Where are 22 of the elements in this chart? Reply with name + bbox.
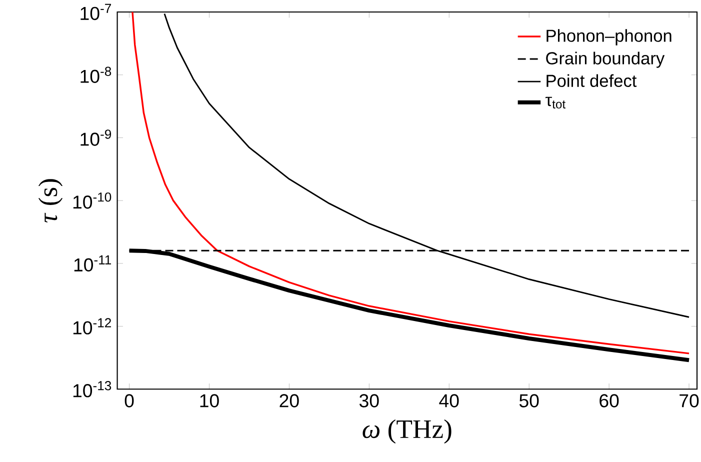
legend-label: Phonon–phonon xyxy=(546,28,672,46)
x-tick-label: 50 xyxy=(519,394,539,408)
x-tick-label: 20 xyxy=(280,394,299,408)
y-axis-title: τ (s) xyxy=(38,178,63,222)
y-tick-label: 10$^{-13}$ xyxy=(73,380,112,398)
y-tick-label: 10$^{-9}$ xyxy=(80,129,112,146)
x-tick-label: 70 xyxy=(680,394,699,408)
y-tick-label: 10$^{-10}$ xyxy=(73,192,112,208)
x-axis-title: ω (THz) xyxy=(362,419,452,444)
line-series xyxy=(132,12,690,354)
x-tick-label: 40 xyxy=(439,394,459,408)
y-tick-label: 10$^{-8}$ xyxy=(80,66,112,83)
x-tick-label: 0 xyxy=(124,394,134,408)
y-tick-label: 10$^{-12}$ xyxy=(73,318,111,334)
legend-label: τ$_{tot}$ xyxy=(545,96,566,108)
legend-label: Point defect xyxy=(546,74,637,87)
x-tick-label: 10 xyxy=(200,394,219,408)
y-tick-label: 10$^{-7}$ xyxy=(80,4,111,20)
x-tick-label: 30 xyxy=(360,394,379,408)
y-tick-label: 10$^{-11}$ xyxy=(74,255,112,272)
legend-label: Grain boundary xyxy=(546,52,665,68)
x-tick-label: 60 xyxy=(600,394,619,408)
